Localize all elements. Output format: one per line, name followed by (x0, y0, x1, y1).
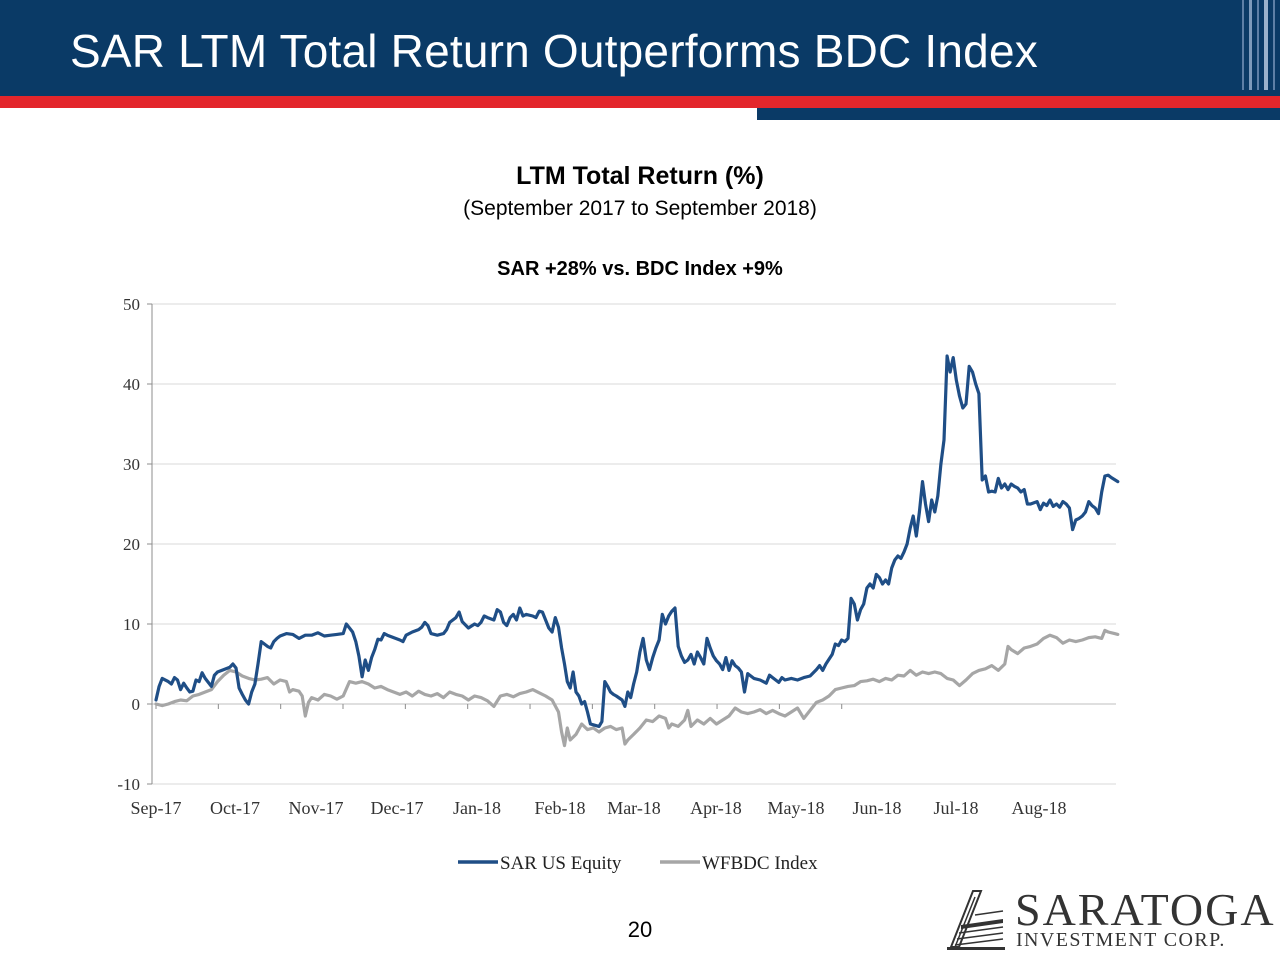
slide-header: SAR LTM Total Return Outperforms BDC Ind… (0, 0, 1280, 96)
x-tick-label: Dec-17 (371, 798, 424, 818)
chart-series (154, 354, 1120, 748)
y-tick-label: 10 (123, 615, 140, 634)
logo-subtitle: INVESTMENT CORP. (1016, 929, 1226, 951)
x-tick-label: Jan-18 (453, 798, 501, 818)
series-line-wfbdc (154, 628, 1120, 748)
x-tick-label: Aug-18 (1012, 798, 1067, 818)
x-tick-label: Apr-18 (690, 798, 742, 818)
y-tick-label: 20 (123, 535, 140, 554)
chart-subtitle: (September 2017 to September 2018) (463, 197, 817, 220)
y-tick-label: 0 (132, 695, 141, 714)
chart-axes: -10 0 10 20 30 40 50 Sep-17 Oct-17 Nov-17 Dec-17 Ja… (117, 295, 1066, 818)
y-tick-label: 30 (123, 455, 140, 474)
x-tick-label: Oct-17 (210, 798, 260, 818)
x-tick-label: Jul-18 (934, 798, 979, 818)
grid-lines (152, 303, 1116, 785)
x-tick-label: Sep-17 (131, 798, 182, 818)
chart-annotation: SAR +28% vs. BDC Index +9% (497, 258, 783, 280)
y-tick-label: -10 (117, 775, 140, 794)
accent-band-navy (757, 108, 1280, 120)
x-tick-label: Jun-18 (853, 798, 902, 818)
y-tick-label: 50 (123, 295, 140, 314)
y-tick-label: 40 (123, 375, 140, 394)
legend-label: WFBDC Index (702, 853, 818, 874)
logo-wordmark: SARATOGA (1015, 884, 1276, 935)
chart-title: LTM Total Return (%) (516, 162, 764, 190)
series-line-sar (154, 354, 1120, 728)
x-tick-label: Mar-18 (607, 798, 661, 818)
corner-decoration-icon (1242, 0, 1275, 90)
page-number: 20 (627, 917, 653, 942)
chart-legend: SAR US Equity WFBDC Index (458, 853, 818, 874)
legend-label: SAR US Equity (500, 853, 622, 874)
company-logo: SARATOGA INVESTMENT CORP. (945, 884, 1276, 955)
logo-mark-icon (947, 890, 1005, 950)
x-tick-label: May-18 (768, 798, 825, 818)
x-tick-label: Feb-18 (535, 798, 586, 818)
slide-title: SAR LTM Total Return Outperforms BDC Ind… (70, 25, 1038, 77)
x-tick-label: Nov-17 (289, 798, 344, 818)
accent-band-red (0, 96, 1280, 108)
